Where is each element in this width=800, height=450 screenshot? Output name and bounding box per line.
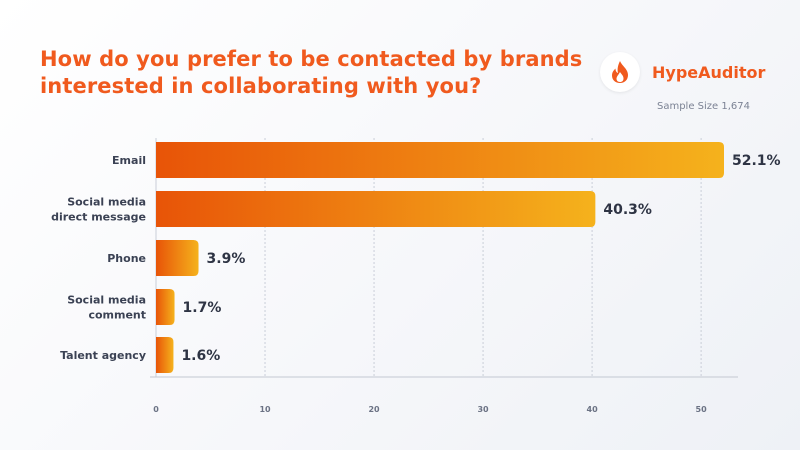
value-label: 40.3% [603,202,652,218]
x-tick-label: 10 [259,405,271,414]
sample-size: Sample Size 1,674 [656,101,750,112]
bar [156,289,175,325]
category-label: Talent agency [60,349,146,362]
bar [156,142,724,178]
x-tick-label: 50 [696,405,708,414]
flame-icon [600,52,640,92]
brand-name: HypeAuditor [652,62,766,82]
category-label: comment [88,309,146,322]
bar [156,240,199,276]
value-label: 1.7% [183,300,222,316]
category-label: Phone [107,252,146,265]
chart-title: How do you prefer to be contacted by bra… [40,47,583,98]
value-label: 1.6% [181,348,220,364]
bar [156,191,596,227]
brand: HypeAuditor [600,52,765,92]
category-label: Email [112,154,146,167]
category-label: Social media [67,196,146,209]
x-tick-label: 0 [153,405,159,414]
value-label: 52.1% [732,153,781,169]
x-tick-label: 40 [587,405,599,414]
category-label: Social media [67,294,146,307]
x-tick-label: 30 [477,405,489,414]
x-tick-label: 20 [368,405,380,414]
value-label: 3.9% [207,251,246,267]
category-label: direct message [51,211,146,224]
bar [156,337,174,373]
